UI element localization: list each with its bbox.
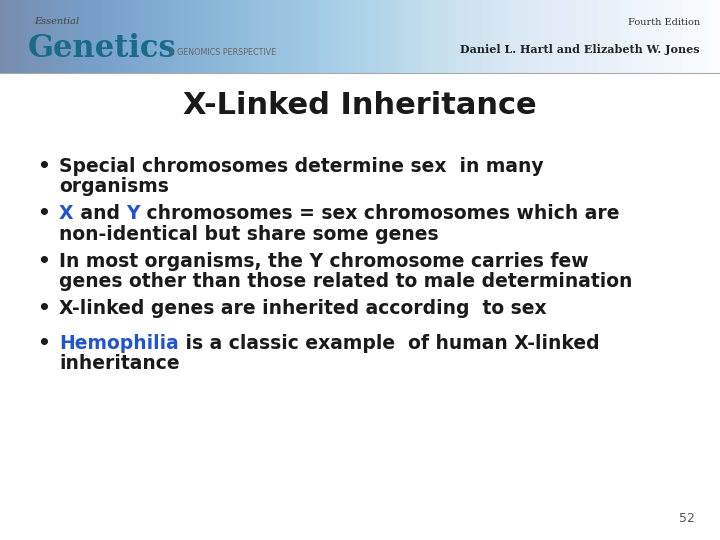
Text: •: • [37,204,50,223]
Text: Hemophilia: Hemophilia [59,334,179,353]
Text: organisms: organisms [59,177,169,196]
Text: and: and [73,204,126,223]
Text: genes other than those related to male determination: genes other than those related to male d… [59,272,632,291]
Text: Special chromosomes determine sex  in many: Special chromosomes determine sex in man… [59,157,544,176]
Text: chromosomes = sex chromosomes which are: chromosomes = sex chromosomes which are [140,204,619,223]
Text: In most organisms, the Y chromosome carries few: In most organisms, the Y chromosome carr… [59,252,589,271]
Text: Fourth Edition: Fourth Edition [628,18,700,27]
Text: X-Linked Inheritance: X-Linked Inheritance [183,91,537,120]
Text: Daniel L. Hartl and Elizabeth W. Jones: Daniel L. Hartl and Elizabeth W. Jones [460,44,700,55]
Text: Y: Y [126,204,140,223]
Text: X-linked genes are inherited according  to sex: X-linked genes are inherited according t… [59,299,546,318]
Text: A GENOMICS PERSPECTIVE: A GENOMICS PERSPECTIVE [169,48,276,57]
Text: •: • [37,299,50,318]
Text: Genetics: Genetics [27,33,176,64]
Text: •: • [37,252,50,271]
Text: is a classic example  of human X-linked: is a classic example of human X-linked [179,334,600,353]
Text: Essential: Essential [35,17,80,26]
Text: inheritance: inheritance [59,354,180,373]
Text: 52: 52 [679,512,695,525]
Text: •: • [37,334,50,353]
Text: •: • [37,157,50,176]
Text: non-identical but share some genes: non-identical but share some genes [59,225,438,244]
Text: X: X [59,204,73,223]
